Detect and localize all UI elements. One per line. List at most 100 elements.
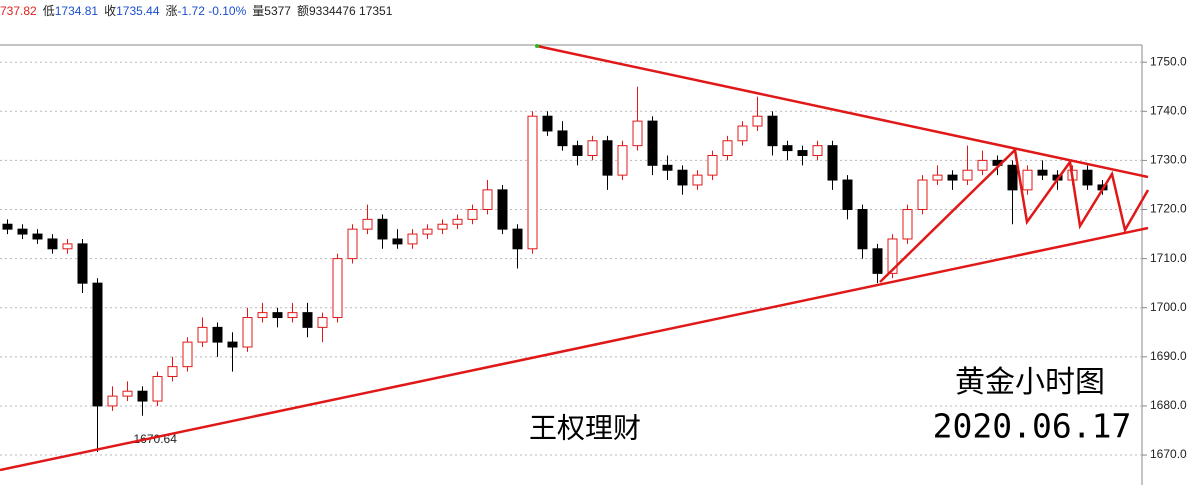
candle-body [557,130,568,147]
candle-body [632,120,643,147]
y-tick-label: 1750.0 [1150,54,1187,68]
y-tick-label: 1700.0 [1150,300,1187,314]
candle-body [737,125,748,142]
candle-body [497,189,508,230]
candle-body [137,390,148,402]
candle-body [947,174,958,181]
y-tick-label: 1730.0 [1150,153,1187,167]
header-label: 涨 [166,3,178,18]
header-value: 9334476 17351 [309,4,393,18]
candle-body [857,209,868,250]
chart-title: 黄金小时图 [955,366,1105,399]
header-label: 量 [252,4,264,18]
candle-body [512,228,523,250]
header-bar: 737.82 低1734.81 收1735.44 涨-1.72 -0.10% 量5377… [0,3,393,18]
candle-body [272,312,283,319]
y-tick-label: 1710.0 [1150,251,1187,265]
chart-date: 2020.06.17 [933,407,1132,446]
candle-body [887,238,898,274]
candle-body [452,218,463,225]
candle-body [602,140,613,176]
candle-body [302,312,313,328]
header-value: 737.82 [0,4,37,18]
candle-body [242,317,253,348]
candle-body [47,238,58,250]
candle-body [662,164,673,171]
candle-body [422,228,433,235]
marker [535,44,539,48]
candle-body [182,341,193,368]
header-value: 1735.44 [116,4,160,18]
candle-body [392,238,403,245]
trend-line [0,226,1149,472]
candle-body [722,140,733,156]
candle-body [827,145,838,181]
header-label: 低 [43,4,55,18]
candle-body [17,228,28,235]
y-tick-label: 1720.0 [1150,202,1187,216]
candle-body [407,233,418,245]
candle-body [377,218,388,240]
y-tick-label: 1740.0 [1150,103,1187,117]
candle-body [767,115,778,147]
trend-lines [0,44,1150,472]
candle-body [362,218,373,230]
header-value: 5377 [264,4,291,18]
candle-body [1022,169,1033,191]
y-tick-label: 1670.0 [1150,447,1187,461]
candle-body [107,395,118,407]
candle-body [347,228,358,260]
candle-body [902,209,913,240]
candle-body [527,115,538,250]
candle-body [647,120,658,166]
candle-body [32,233,43,240]
candle-body [872,248,883,274]
candle-body [257,312,268,319]
candle-body [782,145,793,152]
header-label: 额 [297,4,309,18]
candle-body [167,366,178,377]
candle-body [212,326,223,343]
candle-body [77,243,88,284]
y-tick-label: 1690.0 [1150,349,1187,363]
candle-body [152,375,163,402]
candle-body [437,223,448,230]
candle-body [587,140,598,156]
candles: 1670.64 [2,86,1108,452]
candle-body [692,174,703,186]
candle-body [812,145,823,156]
candle-body [2,223,13,230]
candle-body [917,179,928,211]
candle-body [92,282,103,407]
header-value: -1.72 -0.10% [178,4,247,18]
candle-body [962,169,973,181]
zigzag-line [879,147,1150,283]
candle-body [797,150,808,156]
candle-body [932,174,943,181]
candle-body [332,258,343,319]
header-value: 1734.81 [55,4,99,18]
candle-body [977,159,988,171]
y-tick-label: 1680.0 [1150,398,1187,412]
candle-body [467,209,478,220]
candle-body [617,145,628,176]
candle-body [842,179,853,211]
candle-body [572,145,583,156]
candle-body [287,312,298,319]
watermark: 王权理财 [529,412,641,443]
candle-body [62,243,73,250]
candle-body [752,115,763,127]
header-text: 737.82 低1734.81 收1735.44 涨-1.72 -0.10% 量5377… [0,3,393,18]
trend-line [536,44,1149,179]
candle-body [1082,169,1093,186]
candle-body [677,169,688,186]
candle-body [542,115,553,132]
candle-body [227,341,238,348]
candle-body [1007,164,1018,191]
candle-body [1037,169,1048,176]
header-label: 收 [104,4,116,18]
candle-body [197,326,208,343]
candle-body [317,317,328,328]
candle-body [707,154,718,176]
